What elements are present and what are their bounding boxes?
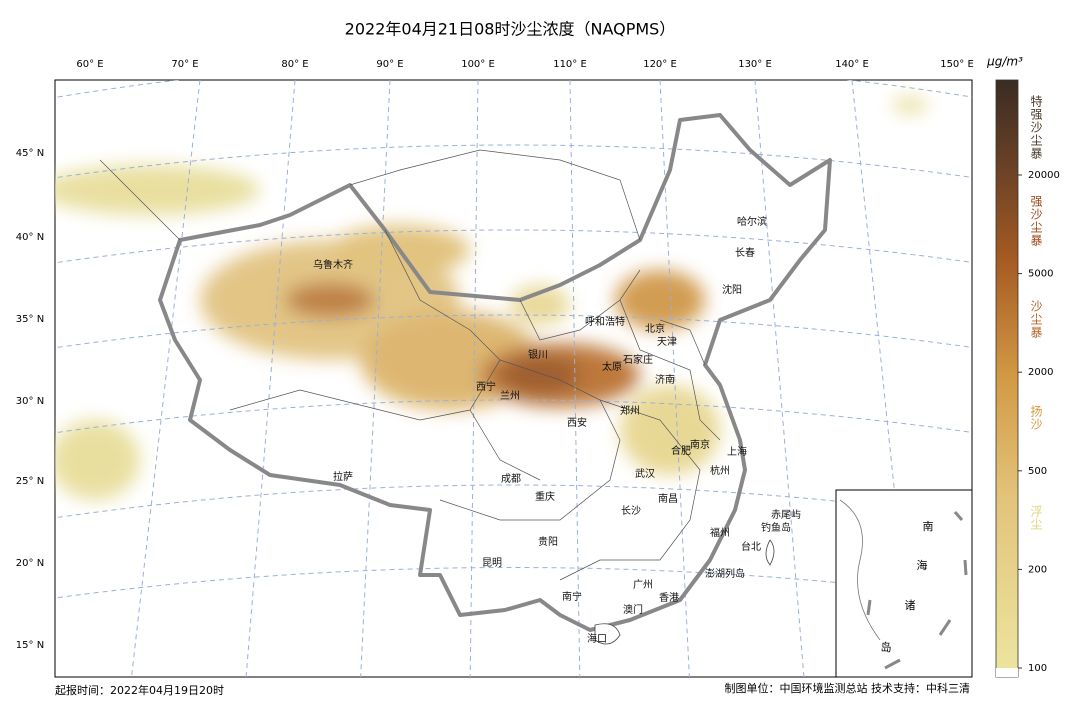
city-label: 澳门 [623,603,643,616]
city-label: 石家庄 [623,353,653,366]
city-label: 北京 [645,322,665,335]
lon-label: 150° E [940,59,974,70]
inset-coast [839,499,881,641]
lat-label: 45° N [16,148,44,159]
colorbar-tick-label: 2000 [1028,367,1053,378]
city-label: 南昌 [658,492,678,505]
level-label: 浮尘 [1029,505,1043,531]
city-label: 上海 [727,445,747,458]
city-label: 呼和浩特 [585,316,625,328]
city-label: 钓鱼岛 [761,521,791,534]
lon-label: 60° E [76,59,103,70]
lat-label: 40° N [16,232,44,243]
city-label: 南京 [690,438,710,451]
colorbar-base [996,668,1018,677]
lon-label: 80° E [281,59,308,70]
city-label: 广州 [633,579,653,591]
footer-right: 制图单位：中国环境监测总站 技术支持：中科三清 [725,681,971,695]
inset-label: 岛 [881,640,892,654]
country-border [158,113,832,632]
city-label: 香港 [659,592,679,604]
lon-label: 100° E [461,59,495,70]
lat-label: 25° N [16,476,44,487]
level-label: 特强沙尘暴 [1029,95,1043,160]
city-label: 郑州 [620,404,640,417]
level-label: 强沙尘暴 [1029,195,1043,247]
dust-field [55,97,928,500]
title: 2022年04月21日08时沙尘浓度（NAQPMS） [345,20,676,39]
colorbar-tick-label: 200 [1028,564,1047,575]
city-label: 天津 [657,336,677,348]
city-label: 长沙 [621,505,641,517]
city-label: 杭州 [710,464,730,477]
city-label: 昆明 [482,557,502,569]
level-label: 沙尘暴 [1029,300,1043,339]
lat-label: 20° N [16,558,44,569]
city-label: 拉萨 [333,470,353,483]
city-label: 西宁 [476,380,496,393]
city-label: 沈阳 [722,283,742,296]
hainan [594,623,621,645]
taiwan [765,539,775,566]
lon-label: 120° E [643,59,677,70]
inset-label: 诸 [905,599,916,612]
lon-label: 70° E [171,59,198,70]
city-label: 西安 [567,416,587,429]
lat-label: 30° N [16,396,44,407]
colorbar-tick-label: 20000 [1028,170,1060,181]
city-label: 赤尾屿 [771,509,801,521]
inset-frame [835,489,972,677]
level-label: 扬沙 [1029,405,1043,431]
inset-label: 南 [923,520,934,533]
city-label: 澎湖列岛 [705,567,745,580]
colorbar-unit: μg/m³ [986,55,1023,69]
city-label: 台北 [741,540,761,553]
inset-label: 海 [917,558,928,572]
city-label: 济南 [655,373,675,386]
lat-label: 15° N [16,640,44,651]
city-label: 福州 [710,526,730,539]
lon-label: 90° E [376,59,403,70]
lon-label: 140° E [835,59,869,70]
city-label: 武汉 [635,467,655,480]
city-label: 合肥 [671,444,691,457]
colorbar-tick-label: 500 [1028,466,1047,477]
colorbar-tick-label: 5000 [1028,269,1053,280]
city-label: 贵阳 [538,535,558,548]
city-label: 哈尔滨 [737,215,767,228]
province-borders [99,149,721,581]
colorbar [995,79,1019,678]
city-label: 南宁 [562,590,582,603]
inset-dashes [866,511,968,670]
lat-label: 35° N [16,314,44,325]
lon-label: 110° E [553,59,587,70]
city-label: 成都 [501,473,521,485]
colorbar-tick-label: 100 [1028,663,1047,674]
city-label: 长春 [735,247,755,259]
city-label: 太原 [602,360,622,373]
city-label: 兰州 [500,389,520,402]
city-label: 乌鲁木齐 [313,258,353,271]
city-label: 银川 [528,348,548,361]
footer-left: 起报时间：2022年04月19日20时 [55,683,224,697]
city-label: 海口 [587,632,607,645]
lon-label: 130° E [738,59,772,70]
city-label: 重庆 [535,490,555,503]
